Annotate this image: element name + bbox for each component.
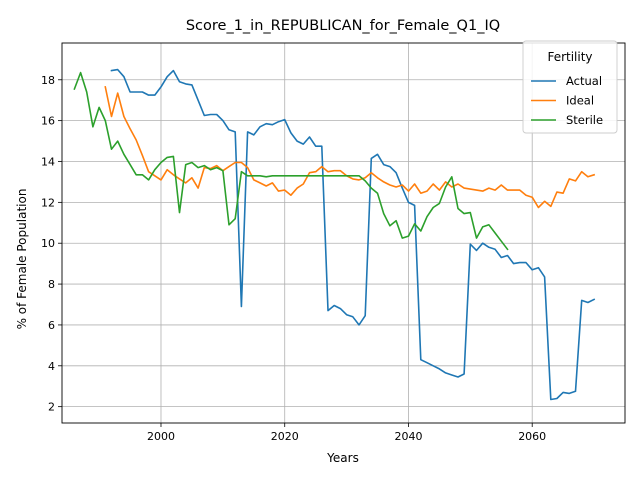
legend-title: Fertility <box>547 50 592 64</box>
series-line-actual <box>110 68 596 401</box>
series-line-sterile <box>73 71 509 251</box>
y-tick-label: 18 <box>41 74 55 87</box>
y-axis-label: % of Female Population <box>15 189 29 330</box>
axes: 2000 2020 2040 2060 2 4 6 8 10 12 14 16 18 <box>41 74 546 443</box>
x-axis-label: Years <box>326 451 359 465</box>
y-tick-label: 8 <box>48 278 55 291</box>
gridlines <box>62 43 625 423</box>
chart-title: Score_1_in_REPUBLICAN_for_Female_Q1_IQ <box>186 18 500 34</box>
y-tick-label: 2 <box>48 401 55 414</box>
series-line-ideal <box>104 85 596 209</box>
legend-label-actual: Actual <box>566 74 602 88</box>
y-tick-label: 14 <box>41 155 55 168</box>
x-tick-label: 2000 <box>147 430 175 443</box>
y-tick-label: 4 <box>48 360 55 373</box>
y-tick-label: 12 <box>41 196 55 209</box>
y-tick-label: 6 <box>48 319 55 332</box>
legend-entries: Actual Ideal Sterile <box>531 74 603 127</box>
legend-label-sterile: Sterile <box>566 113 603 127</box>
series-lines <box>73 68 596 401</box>
x-tick-label: 2060 <box>518 430 546 443</box>
y-tick-label: 16 <box>41 115 55 128</box>
x-tick-label: 2020 <box>271 430 299 443</box>
x-tick-label: 2040 <box>394 430 422 443</box>
legend-label-ideal: Ideal <box>566 94 594 108</box>
legend: Fertility Actual Ideal Sterile <box>522 40 618 134</box>
plot-area-frame <box>61 42 626 424</box>
legend-box <box>522 40 618 134</box>
y-tick-label: 10 <box>41 237 55 250</box>
